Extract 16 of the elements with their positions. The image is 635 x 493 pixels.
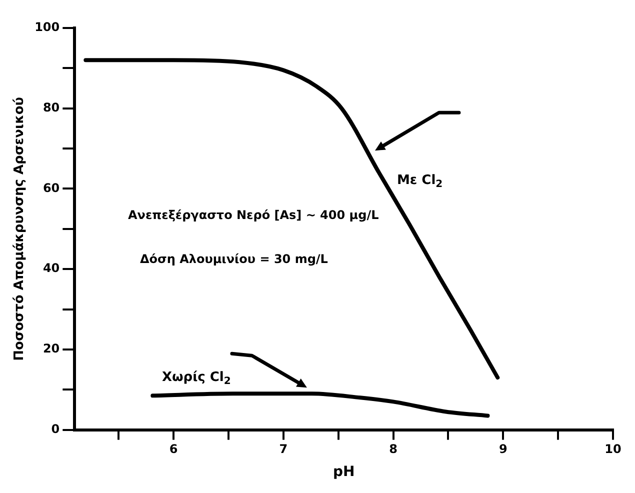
y-axis-title: Ποσοστό Απομάκρυνσης Αρσενικού xyxy=(12,96,28,361)
y-tick-label: 100 xyxy=(34,20,60,34)
y-tick-label: 80 xyxy=(42,100,60,114)
x-tick-label: 6 xyxy=(169,442,178,456)
x-axis-title: pH xyxy=(332,464,355,480)
y-tick-label: 20 xyxy=(42,342,60,356)
line-series xyxy=(150,392,490,418)
x-tick-label: 9 xyxy=(498,442,508,456)
annotation: Δόση Αλουμινίου = 30 mg/L xyxy=(140,252,328,266)
x-tick-label: 7 xyxy=(279,442,288,456)
annotation: Ανεπεξέργαστο Νερό [As] ~ 400 μg/L xyxy=(128,208,379,222)
x-tick-label: 10 xyxy=(604,442,622,456)
x-tick-label: 8 xyxy=(389,442,398,456)
y-tick-label: 40 xyxy=(42,261,60,276)
y-tick-label: 60 xyxy=(42,180,60,195)
y-tick-label: 0 xyxy=(51,422,60,436)
